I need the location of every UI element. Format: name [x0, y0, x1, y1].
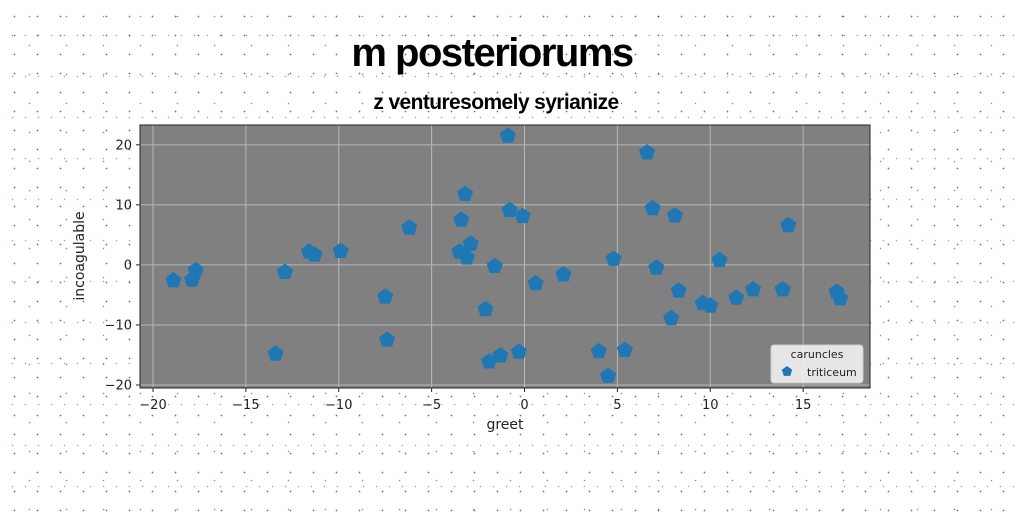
legend-label-triticeum: triticeum [807, 366, 857, 379]
y-tick-label: −20 [105, 378, 132, 393]
x-tick-label: −5 [422, 398, 441, 413]
y-tick-label: 0 [124, 258, 132, 273]
x-tick-label: 0 [520, 398, 528, 413]
legend: caruncles triticeum [771, 345, 863, 383]
y-tick-label: −10 [105, 318, 132, 333]
x-tick-label: −20 [139, 398, 166, 413]
y-tick-label: 10 [115, 198, 132, 213]
plot-area [140, 125, 870, 388]
chart-subtitle: z venturesomely syrianize [373, 91, 618, 114]
x-axis-label: greet [486, 417, 524, 433]
x-tick-label: 15 [795, 398, 812, 413]
x-tick-label: −10 [325, 398, 352, 413]
x-tick-label: −15 [232, 398, 259, 413]
x-tick-label: 10 [702, 398, 719, 413]
x-tick-label: 5 [613, 398, 621, 413]
legend-title: caruncles [791, 348, 844, 361]
y-tick-label: 20 [115, 138, 132, 153]
y-axis-label: incoagulable [72, 211, 88, 300]
chart-title: m posteriorums [351, 31, 633, 75]
